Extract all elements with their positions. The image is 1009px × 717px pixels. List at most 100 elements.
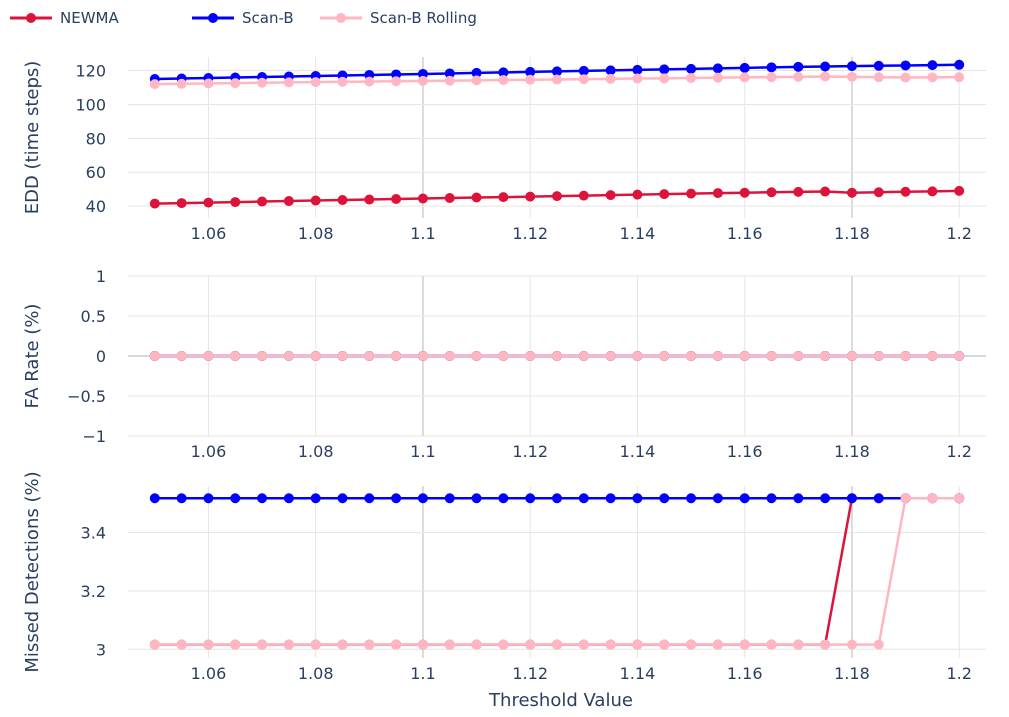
data-point <box>471 75 482 86</box>
y-tick-label: −1 <box>82 427 106 446</box>
data-point <box>337 76 348 87</box>
data-point <box>552 191 562 202</box>
data-point <box>283 351 294 361</box>
data-point <box>900 186 911 197</box>
series-scan-b <box>149 493 965 504</box>
data-point <box>659 493 670 504</box>
data-point <box>686 493 697 504</box>
y-tick-label: 0 <box>96 347 106 366</box>
data-point <box>605 493 616 504</box>
data-point <box>364 493 375 504</box>
y-tick-label: 1 <box>96 267 106 286</box>
legend-swatch-marker <box>26 13 36 23</box>
data-point <box>739 72 750 83</box>
x-tick-label: 1.06 <box>191 224 227 243</box>
data-point <box>203 639 214 650</box>
x-tick-label: 1.1 <box>410 224 435 243</box>
data-point <box>149 639 160 650</box>
data-point <box>578 351 589 361</box>
data-point <box>310 493 321 504</box>
data-point <box>712 493 723 504</box>
data-point <box>766 62 777 73</box>
legend-swatch-marker <box>336 13 346 23</box>
data-point <box>471 493 482 504</box>
x-tick-label: 1.2 <box>946 442 971 461</box>
data-point <box>632 351 643 361</box>
data-point <box>283 639 294 650</box>
data-point <box>444 639 455 650</box>
data-point <box>632 73 643 84</box>
series-scan-b-rolling <box>149 351 965 361</box>
x-axis-title: Threshold Value <box>488 690 633 711</box>
x-tick-label: 1.18 <box>834 664 870 683</box>
data-point <box>712 63 723 74</box>
series-newma <box>149 185 965 209</box>
x-tick-label: 1.12 <box>512 664 548 683</box>
data-point <box>846 351 857 361</box>
data-point <box>873 187 884 198</box>
data-point <box>686 351 697 361</box>
data-point <box>900 351 911 361</box>
data-point <box>471 639 482 650</box>
data-point <box>498 192 509 203</box>
data-point <box>364 351 375 361</box>
data-point <box>766 187 777 198</box>
data-point <box>873 60 884 71</box>
data-point <box>552 351 562 361</box>
data-point <box>605 639 616 650</box>
data-point <box>310 77 321 88</box>
data-point <box>605 190 616 201</box>
data-point <box>444 193 455 203</box>
x-tick-label: 1.14 <box>620 442 656 461</box>
data-point <box>793 71 804 82</box>
data-point <box>444 493 455 504</box>
data-point <box>954 185 965 196</box>
data-point <box>766 351 777 361</box>
data-point <box>578 74 589 85</box>
data-point <box>873 351 884 361</box>
data-point <box>257 77 268 88</box>
data-point <box>337 351 348 361</box>
data-point <box>659 73 670 84</box>
data-point <box>364 194 375 205</box>
data-point <box>391 639 402 650</box>
data-point <box>712 351 723 361</box>
data-point <box>417 193 428 204</box>
data-point <box>149 198 160 209</box>
data-point <box>337 195 348 206</box>
x-tick-label: 1.18 <box>834 224 870 243</box>
data-point <box>846 61 857 72</box>
data-point <box>578 65 589 76</box>
data-point <box>310 351 321 361</box>
data-point <box>793 61 804 72</box>
data-point <box>230 351 241 361</box>
data-point <box>605 351 616 361</box>
data-point <box>230 493 241 504</box>
data-point <box>954 59 965 70</box>
data-point <box>203 351 214 361</box>
data-point <box>257 639 268 650</box>
legend-item-newma[interactable]: NEWMA <box>10 9 119 27</box>
series-layer <box>149 59 965 650</box>
series-scan-b-rolling <box>149 71 965 90</box>
data-point <box>230 197 241 208</box>
data-point <box>310 639 321 650</box>
data-point <box>766 72 777 83</box>
data-point <box>739 351 750 361</box>
legend-item-scan-b-rolling[interactable]: Scan-B Rolling <box>320 9 477 27</box>
x-tick-label: 1.2 <box>946 224 971 243</box>
data-point <box>954 493 965 504</box>
data-point <box>632 189 643 200</box>
data-point <box>739 639 750 650</box>
data-point <box>900 493 911 504</box>
data-point <box>578 639 589 650</box>
data-point <box>525 493 536 504</box>
data-point <box>820 351 831 361</box>
data-point <box>498 75 509 86</box>
legend-item-scan-b[interactable]: Scan-B <box>192 9 294 27</box>
data-point <box>203 197 214 208</box>
y-axis-title: Missed Detections (%) <box>22 471 43 672</box>
data-point <box>283 196 294 207</box>
data-point <box>686 188 697 199</box>
data-point <box>846 71 857 82</box>
